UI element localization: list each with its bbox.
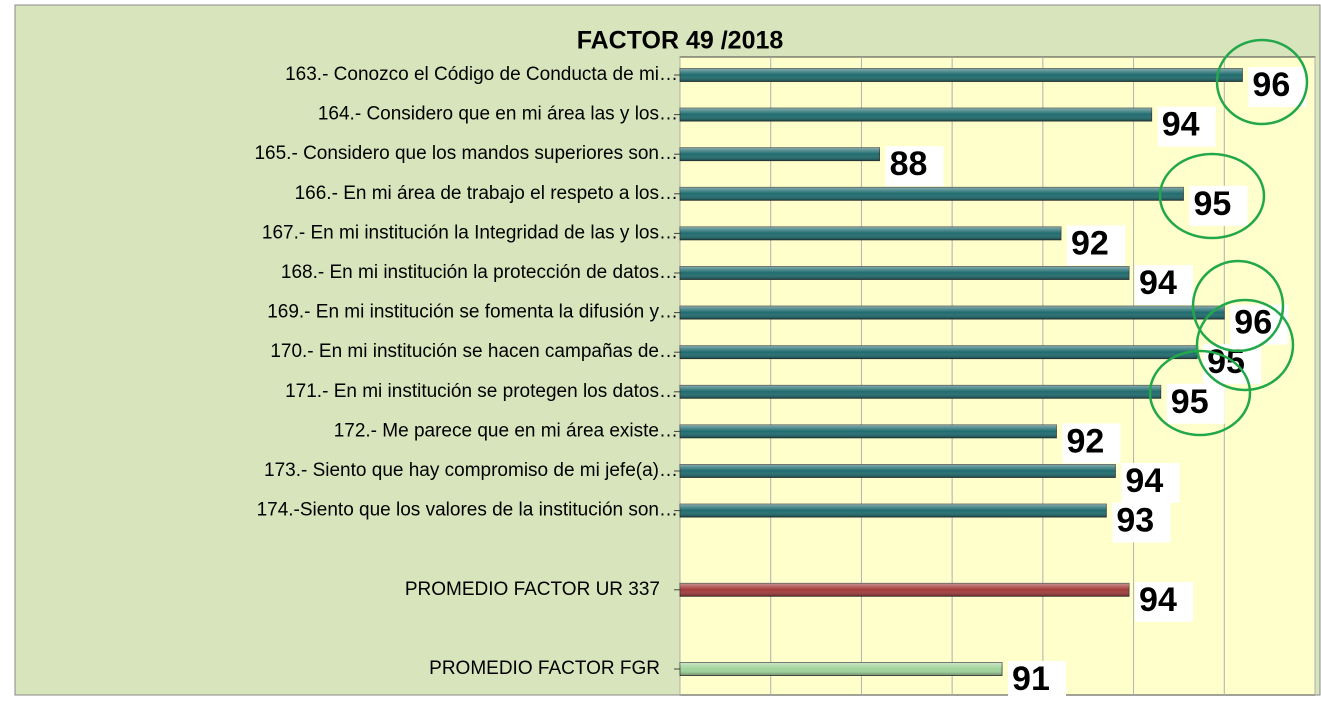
value-label: 92	[1066, 422, 1104, 460]
value-label: 94	[1125, 462, 1163, 500]
value-label-bg	[1166, 383, 1225, 424]
value-label-bg	[1157, 106, 1216, 147]
y-tick-label: 165.- Considero que los mandos superiore…	[254, 143, 678, 164]
chart-title: FACTOR 49 /2018	[577, 27, 784, 55]
value-label-bg	[1248, 67, 1307, 107]
value-label-bg	[1121, 463, 1180, 503]
bar-shade	[680, 385, 1161, 399]
bar-shade	[680, 108, 1152, 122]
value-label: 94	[1139, 581, 1177, 619]
annotation-circle	[1191, 259, 1285, 353]
value-label-bg	[1008, 661, 1067, 701]
annotation-circles	[1148, 38, 1309, 437]
value-label: 93	[1116, 502, 1154, 540]
value-label-bg	[1062, 423, 1121, 464]
bar-shade	[680, 504, 1107, 518]
y-tick-label: 169.- En mi institución se fomenta la di…	[267, 302, 678, 323]
bar-shade	[680, 226, 1061, 240]
value-label: 91	[1012, 660, 1050, 698]
y-tick-label: 174.-Siento que los valores de la instit…	[257, 500, 678, 521]
annotation-circle	[1195, 298, 1295, 392]
y-tick-label: PROMEDIO FACTOR FGR	[429, 658, 660, 679]
y-tick-label: 163.- Conozco el Código de Conducta de m…	[285, 64, 678, 85]
y-tick-label: 167.- En mi institución la Integridad de…	[262, 222, 678, 243]
value-label: 95	[1193, 185, 1231, 223]
value-label-bg	[1067, 225, 1125, 266]
bar-shade	[680, 464, 1116, 478]
value-label-bg	[1135, 581, 1194, 622]
y-tick-label: PROMEDIO FACTOR UR 337	[405, 579, 660, 600]
bar-shade	[680, 662, 1003, 676]
value-label: 92	[1071, 224, 1109, 262]
annotation-circle	[1215, 38, 1309, 126]
y-tick-label: 170.- En mi institución se hacen campaña…	[270, 341, 678, 362]
bar-shade	[680, 345, 1198, 359]
value-label: 96	[1234, 304, 1272, 342]
value-label: 94	[1162, 106, 1200, 144]
value-label-bg	[1135, 265, 1194, 305]
y-tick-label: 166.- En mi área de trabajo el respeto a…	[295, 183, 678, 204]
bar-shade	[680, 424, 1057, 438]
value-label: 96	[1252, 66, 1290, 104]
y-tick-label: 173.- Siento que hay compromiso de mi je…	[264, 460, 678, 481]
bar-shade	[680, 147, 880, 161]
annotation-circle	[1158, 152, 1266, 240]
bar-shade	[680, 187, 1184, 201]
bar-shade	[680, 583, 1130, 597]
y-tick-label: 171.- En mi institución se protegen los …	[285, 381, 678, 402]
annotation-circle	[1148, 349, 1252, 437]
bar-shade	[680, 68, 1243, 82]
y-tick-label: 168.- En mi institución la protección de…	[281, 262, 678, 283]
y-tick-label: 172.- Me parece que en mi área existe…	[334, 420, 678, 441]
value-label-bg	[885, 146, 944, 187]
bar-shade	[680, 306, 1225, 320]
value-label: 94	[1139, 264, 1177, 302]
y-tick-label: 164.- Considero que en mi área las y los…	[318, 104, 678, 125]
value-label-bg	[1189, 185, 1248, 226]
value-label: 88	[890, 145, 928, 183]
bar-shade	[680, 266, 1130, 280]
value-label-bg	[1112, 502, 1171, 543]
value-label: 95	[1171, 383, 1209, 421]
